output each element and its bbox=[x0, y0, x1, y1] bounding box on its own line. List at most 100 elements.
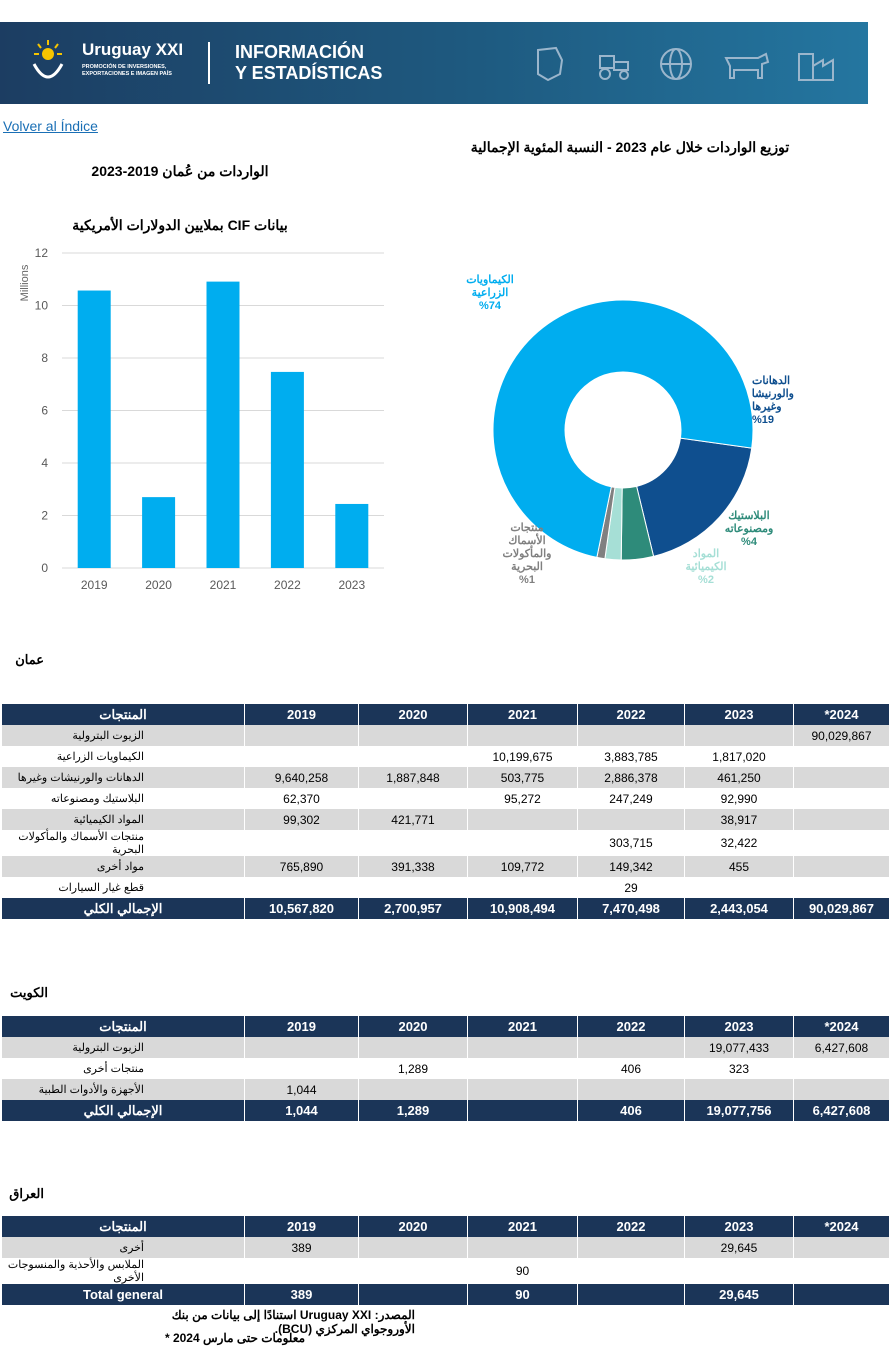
total-row: الإجمالي الكلي 10,567,820 2,700,957 10,908,… bbox=[2, 898, 889, 919]
cow-icon bbox=[724, 52, 770, 79]
total-value-cell: 19,077,756 bbox=[685, 1100, 793, 1121]
pie-slice bbox=[492, 300, 754, 558]
value-cell bbox=[794, 809, 889, 830]
data-date-note: معلومات حتى مارس 2024 * bbox=[164, 1331, 305, 1345]
product-name-cell: المواد الكيميائية bbox=[2, 809, 244, 830]
value-cell bbox=[468, 1058, 577, 1079]
table-row: الملابس والأحذية والمنسوجات الأخرى 90 bbox=[2, 1258, 889, 1284]
value-cell bbox=[245, 877, 358, 898]
value-cell bbox=[794, 1058, 889, 1079]
product-name-cell: منتجات أخرى bbox=[83, 1063, 144, 1075]
total-label-cell: Total general bbox=[2, 1284, 244, 1305]
table-row: المواد الكيميائية 99,302 421,771 38,917 bbox=[2, 809, 889, 830]
value-cell bbox=[794, 830, 889, 856]
table-row: الدهانات والورنيشات وغيرها 9,640,258 1,887… bbox=[2, 767, 889, 788]
column-header: المنتجات bbox=[2, 1016, 244, 1037]
country-title-oman: عمان bbox=[15, 652, 44, 667]
pie-label-agrochemicals: الكيماويات الزراعية %74 bbox=[466, 274, 514, 312]
value-cell: 765,890 bbox=[245, 856, 358, 877]
pie-label-fish: منتجات الأسماك والمأكولات البحرية %1 bbox=[502, 522, 552, 586]
value-cell: 90 bbox=[515, 1264, 530, 1278]
back-to-index-link[interactable]: Volver al Índice bbox=[3, 118, 98, 134]
uruguay-sun-logo-icon bbox=[32, 40, 64, 79]
column-header: 2020 bbox=[359, 1016, 467, 1037]
column-header: 2019 bbox=[245, 704, 358, 725]
total-value-cell: 90 bbox=[468, 1284, 577, 1305]
bar bbox=[142, 497, 176, 568]
value-cell: 455 bbox=[685, 856, 793, 877]
value-cell bbox=[794, 877, 889, 898]
x-tick-label: 2022 bbox=[274, 578, 301, 592]
value-cell: 6,427,608 bbox=[794, 1037, 889, 1058]
column-header: 2023 bbox=[685, 1016, 793, 1037]
total-value-cell: 389 bbox=[245, 1284, 358, 1305]
value-cell: 389 bbox=[245, 1237, 358, 1258]
y-tick-label: 8 bbox=[41, 351, 48, 365]
x-tick-label: 2019 bbox=[81, 578, 108, 592]
column-header: 2023 bbox=[685, 1216, 793, 1237]
total-value-cell: 29,645 bbox=[685, 1284, 793, 1305]
value-cell bbox=[359, 1237, 467, 1258]
product-name-cell: الزيوت البترولية bbox=[2, 725, 244, 746]
column-header: 2022 bbox=[578, 704, 684, 725]
table-row: الكيماويات الزراعية 10,199,675 3,883,785 1,… bbox=[2, 746, 889, 767]
y-tick-label: 4 bbox=[41, 456, 48, 470]
column-header: 2020 bbox=[359, 1216, 467, 1237]
country-title-kuwait: الكويت bbox=[10, 985, 48, 1000]
value-cell: 421,771 bbox=[359, 809, 467, 830]
product-name-cell: البلاستيك ومصنوعاته bbox=[50, 793, 144, 805]
factory-icon bbox=[798, 53, 834, 81]
column-header: *2024 bbox=[794, 1216, 889, 1237]
column-header: *2024 bbox=[794, 1016, 889, 1037]
column-header: *2024 bbox=[794, 704, 889, 725]
value-cell: 29 bbox=[624, 880, 638, 895]
value-cell: 461,250 bbox=[685, 767, 793, 788]
value-cell: 303,715 bbox=[609, 836, 653, 850]
table-row: الزيوت البترولية 19,077,433 6,427,608 bbox=[2, 1037, 889, 1058]
value-cell: 90,029,867 bbox=[794, 725, 889, 746]
pie-label-chemicals: المواد الكيميائية %2 bbox=[685, 548, 727, 586]
value-cell bbox=[245, 725, 358, 746]
banner-title: INFORMACIÓN Y ESTADÍSTICAS bbox=[235, 42, 415, 84]
y-axis-label: Millions bbox=[19, 264, 31, 301]
value-cell bbox=[245, 746, 358, 767]
value-cell: 9,640,258 bbox=[245, 767, 358, 788]
value-cell bbox=[578, 725, 684, 746]
total-label-cell: الإجمالي الكلي bbox=[2, 898, 244, 919]
table-row: البلاستيك ومصنوعاته 62,370 95,272 247,249 92… bbox=[2, 788, 889, 809]
column-header: 2019 bbox=[245, 1016, 358, 1037]
iraq-table: المنتجات 2019 2020 2021 2022 2023 *2024 أخرى 389… bbox=[1, 1216, 890, 1305]
product-name-cell: مواد أخرى bbox=[2, 856, 244, 877]
oman-table: المنتجات 2019 2020 2021 2022 2023 *2024 الزيوت … bbox=[1, 704, 890, 919]
x-tick-label: 2021 bbox=[210, 578, 237, 592]
table-row: منتجات الأسماك والمأكولات البحرية 303,715… bbox=[2, 830, 889, 856]
value-cell bbox=[468, 830, 577, 856]
y-tick-label: 2 bbox=[41, 509, 48, 523]
total-value-cell: 1,044 bbox=[245, 1100, 358, 1121]
total-value-cell bbox=[578, 1284, 684, 1305]
column-header: 2022 bbox=[578, 1016, 684, 1037]
banner-divider bbox=[208, 42, 210, 84]
total-value-cell bbox=[468, 1100, 577, 1121]
value-cell bbox=[794, 788, 889, 809]
table-row: الأجهزة والأدوات الطبية 1,044 bbox=[2, 1079, 889, 1100]
table-row: قطع غيار السيارات 29 bbox=[2, 877, 889, 898]
total-row: الإجمالي الكلي 1,044 1,289 406 19,077,756 6,4… bbox=[2, 1100, 889, 1121]
y-tick-label: 6 bbox=[41, 404, 48, 418]
total-value-cell: 2,443,054 bbox=[685, 898, 793, 919]
value-cell bbox=[685, 1079, 793, 1100]
value-cell bbox=[245, 830, 358, 856]
value-cell: 1,289 bbox=[397, 1061, 429, 1076]
product-name-cell: الزيوت البترولية bbox=[2, 1037, 244, 1058]
y-tick-label: 12 bbox=[35, 246, 49, 260]
value-cell: 19,077,433 bbox=[685, 1037, 793, 1058]
value-cell: 406 bbox=[620, 1061, 642, 1076]
product-name-cell: الكيماويات الزراعية bbox=[56, 751, 144, 763]
bar-chart-subtitle: بيانات CIF بملايين الدولارات الأمريكية bbox=[72, 217, 288, 233]
bar-chart-title: الواردات من عُمان 2019-2023 bbox=[91, 163, 269, 179]
value-cell: 10,199,675 bbox=[492, 749, 553, 764]
value-cell bbox=[359, 725, 467, 746]
value-cell bbox=[359, 1037, 467, 1058]
value-cell bbox=[578, 1258, 684, 1284]
value-cell bbox=[468, 725, 577, 746]
